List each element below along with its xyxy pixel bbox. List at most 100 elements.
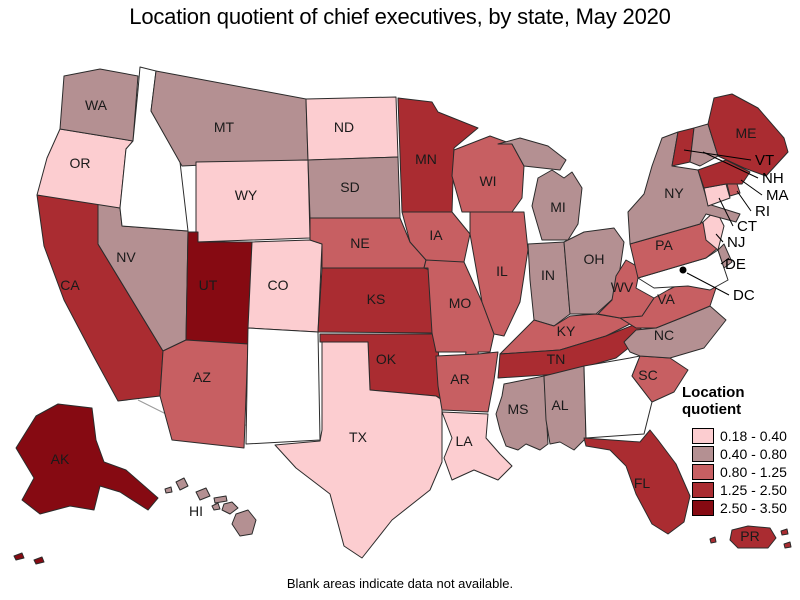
state-pr [783,541,792,549]
state-nm [245,327,321,445]
state-label-tn: TN [547,351,566,367]
state-in [527,241,571,327]
state-label-mn: MN [415,151,437,167]
state-label-mi: MI [550,199,566,215]
legend-range-label: 0.40 - 0.80 [720,446,787,462]
state-label-va: VA [657,291,675,307]
state-label-ny: NY [664,185,684,201]
callout-line-ct [718,197,734,227]
callout-label-ri: RI [755,203,770,220]
state-label-in: IN [541,267,555,283]
state-label-mo: MO [449,295,472,311]
state-hi [213,495,228,504]
state-label-me: ME [736,125,757,141]
state-label-ok: OK [376,351,397,367]
legend-range-label: 1.25 - 2.50 [720,482,787,498]
callout-line-nj [715,233,724,243]
legend-swatch [692,446,714,462]
callout-label-nh: NH [762,170,784,187]
state-hi [231,509,257,537]
state-de [717,243,733,269]
callout-line-ri [736,190,752,212]
state-label-tx: TX [349,429,368,445]
state-label-al: AL [551,397,568,413]
state-hi [195,487,211,501]
state-label-pr: PR [740,528,759,544]
state-label-ar: AR [450,371,469,387]
legend-swatch [692,428,714,444]
state-ak [33,556,45,565]
state-pr [780,528,789,536]
state-label-ut: UT [199,277,218,293]
state-ak [13,552,25,561]
state-label-ms: MS [508,401,529,417]
state-label-ak: AK [51,451,70,467]
callout-line-vt [683,149,752,161]
callout-label-dc: DC [733,287,755,304]
state-label-nd: ND [334,119,354,135]
state-label-ca: CA [60,277,80,293]
state-co [247,239,323,333]
callout-label-vt: VT [755,152,774,169]
state-az [159,339,249,449]
state-il [469,211,529,337]
page-title: Location quotient of chief executives, b… [129,4,671,29]
state-label-il: IL [496,263,508,279]
callout-label-de: DE [725,256,746,273]
state-la [441,411,513,481]
state-label-or: OR [70,155,91,171]
callout-line-ma [740,179,763,196]
state-label-la: LA [455,433,473,449]
legend-item: 0.18 - 0.40 [692,428,800,444]
state-label-mt: MT [214,119,235,135]
state-label-ks: KS [367,291,386,307]
state-label-nc: NC [654,327,674,343]
state-label-co: CO [268,277,289,293]
state-mi [497,137,567,171]
callout-label-nj: NJ [727,234,745,251]
legend-swatch [692,500,714,516]
state-label-wv: WV [611,279,634,295]
state-label-ky: KY [557,323,576,339]
callout-label-ct: CT [737,218,757,235]
state-ut [185,231,253,345]
state-wi [451,135,525,213]
legend-range-label: 2.50 - 3.50 [720,500,787,516]
state-label-wi: WI [479,173,496,189]
state-tx [274,341,443,559]
legend-range-label: 0.80 - 1.25 [720,464,787,480]
legend-swatch [692,482,714,498]
legend-item: 0.80 - 1.25 [692,464,800,480]
state-me [707,93,789,177]
legend: Location quotient 0.18 - 0.40 0.40 - 0.80… [682,384,800,518]
state-ak [15,403,159,515]
legend-rows: 0.18 - 0.40 0.40 - 0.80 0.80 - 1.25 1.25 - … [682,428,800,516]
state-label-ia: IA [429,227,443,243]
callout-line-nh [702,151,759,179]
state-mi [531,169,583,241]
state-label-fl: FL [634,475,651,491]
state-hi [175,477,189,491]
state-label-wy: WY [235,187,258,203]
footnote: Blank areas indicate data not available. [286,576,514,591]
callout-label-ma: MA [766,187,789,204]
legend-item: 2.50 - 3.50 [692,500,800,516]
state-label-oh: OH [584,251,605,267]
state-hi [164,486,173,494]
state-pr [729,525,777,549]
state-nc [623,305,727,359]
callout-line-dc [686,272,730,296]
state-hi [221,501,239,515]
state-label-ne: NE [350,235,369,251]
legend-swatch [692,464,714,480]
legend-item: 0.40 - 0.80 [692,446,800,462]
state-wa [59,68,139,142]
state-pr [709,536,717,544]
state-label-pa: PA [655,237,673,253]
dc-marker-dot [679,266,687,274]
state-label-wa: WA [85,97,108,113]
state-hi [211,502,221,511]
state-label-sd: SD [340,179,359,195]
